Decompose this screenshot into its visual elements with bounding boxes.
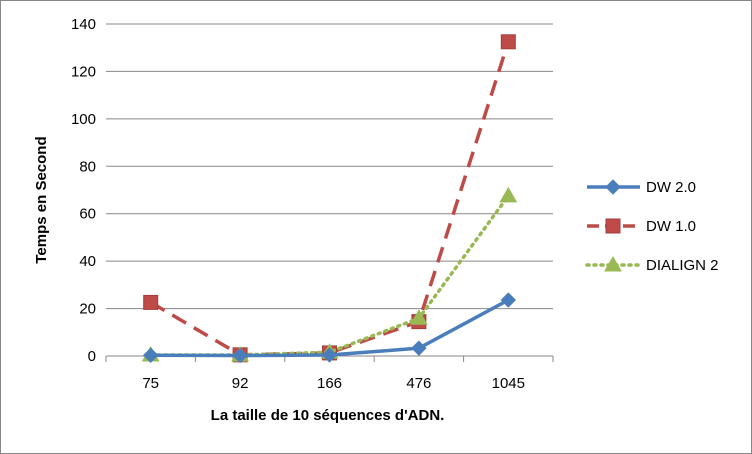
- series-layer: [141, 34, 518, 364]
- y-tick-label: 20: [79, 301, 96, 318]
- legend-label: DIALIGN 2: [646, 257, 719, 274]
- data-point: [142, 347, 159, 363]
- legend-marker: [604, 255, 622, 272]
- legend-label: DW 1.0: [646, 218, 696, 235]
- series-line: [148, 194, 511, 357]
- series-line: [149, 41, 510, 357]
- y-tick-label: 80: [79, 158, 96, 175]
- y-tick-label: 0: [88, 348, 96, 365]
- data-point: [321, 347, 338, 363]
- y-tick-label: 60: [79, 206, 96, 223]
- legend-marker: [605, 218, 621, 234]
- x-tick-label: 92: [232, 375, 249, 392]
- legend-label: DW 2.0: [646, 179, 696, 196]
- gridlines: [106, 23, 553, 310]
- data-point: [500, 34, 516, 50]
- data-point: [499, 186, 518, 203]
- data-point: [232, 347, 248, 364]
- x-tick-label: 476: [406, 375, 431, 392]
- y-tick-label: 140: [71, 16, 96, 33]
- y-axis-title: Temps en Second: [33, 136, 50, 263]
- legend: DW 2.0 DW 1.0 DIALIGN 2: [585, 179, 719, 274]
- data-point: [143, 294, 159, 310]
- y-axis-ticks: 0 20 40 60 80 100 120 140: [71, 16, 96, 365]
- x-tick-label: 1045: [492, 375, 525, 392]
- data-point: [500, 292, 517, 308]
- x-tick-label: 166: [317, 375, 342, 392]
- data-point: [411, 340, 427, 356]
- series-dw-2-0: [142, 292, 517, 364]
- legend-item: DIALIGN 2: [585, 255, 719, 274]
- data-point: [410, 309, 428, 325]
- legend-item: DW 2.0: [587, 179, 696, 196]
- y-tick-label: 100: [71, 111, 96, 128]
- y-tick-label: 120: [71, 63, 96, 80]
- legend-item: DW 1.0: [587, 218, 696, 235]
- legend-marker: [605, 179, 621, 195]
- series-dw-1-0: [143, 34, 516, 363]
- x-tick-label: 75: [142, 375, 159, 392]
- y-tick-label: 40: [79, 253, 96, 270]
- x-axis-title: La taille de 10 séquences d'ADN.: [211, 407, 445, 424]
